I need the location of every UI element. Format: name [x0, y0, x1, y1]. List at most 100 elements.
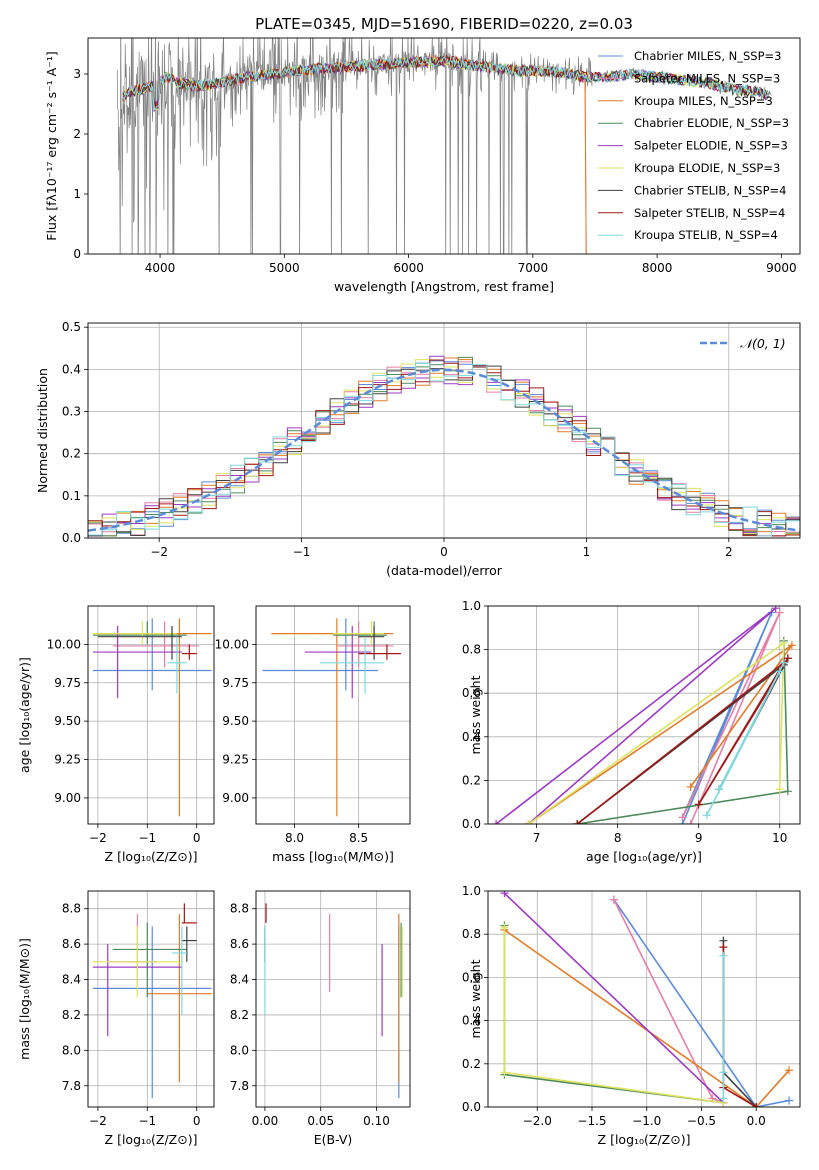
y-tick-label: 3 [73, 67, 81, 81]
histogram-chabrier_stelib [88, 365, 800, 537]
weight-marker-salpeter_elodie [771, 606, 780, 613]
axes-frame [87, 37, 801, 255]
y-tick-label: 0.2 [462, 773, 481, 787]
y-tick-label: 8.8 [62, 902, 81, 916]
x-tick-label: 8000 [642, 261, 673, 275]
x-axis-label: age [log₁₀(age/yr)] [586, 849, 702, 864]
weight-line-salpeter_elodie [503, 892, 724, 1104]
x-tick-label: 8 [614, 831, 622, 845]
y-tick-label: 7.8 [62, 1079, 81, 1093]
age-vs-mass-panel: 8.0 8.5 9.00 9.25 9.50 9.75 10.00 mass [log₁₀(M… [215, 605, 411, 864]
x-tick-label: −1.5 [577, 1114, 606, 1128]
x-tick-label: −1.0 [632, 1114, 661, 1128]
x-tick-label: −2 [89, 831, 107, 845]
x-axis-label: wavelength [Angstrom, rest frame] [334, 279, 554, 294]
axes-frame [87, 605, 215, 825]
x-tick-label: −1 [138, 1114, 156, 1128]
y-axis-label: mass weight [468, 959, 483, 1038]
y-axis-label: mass weight [468, 675, 483, 754]
y-tick-label: 9.50 [222, 714, 249, 728]
x-tick-label: 9000 [766, 261, 797, 275]
y-tick-label: 0 [73, 247, 81, 261]
y-tick-label: 2 [73, 127, 81, 141]
x-tick-label: 4000 [145, 261, 176, 275]
legend-label: Kroupa ELODIE, N_SSP=3 [634, 161, 780, 175]
y-tick-label: 0.3 [62, 405, 81, 419]
y-tick-label: 1.0 [462, 599, 481, 613]
axes-frame [255, 890, 411, 1108]
axes-frame [487, 890, 801, 1108]
x-axis-label: Z [log₁₀(Z/Z⊙)] [105, 1132, 198, 1147]
mass-weight-vs-metallicity-panel: −2.0 −1.5 −1.0 −0.5 0.0 0.0 0.2 0.4 0.6 0.8 1.0 Z [… [462, 884, 801, 1147]
y-tick-label: 9.25 [222, 753, 249, 767]
mass-vs-extinction-panel: 0.00 0.05 0.10 7.8 8.0 8.2 8.4 8.6 8.8 E(B-V) [230, 890, 411, 1147]
weight-marker-kroupa_stelib [702, 811, 711, 820]
x-axis-label: E(B-V) [314, 1132, 353, 1147]
legend-label: Kroupa MILES, N_SSP=3 [634, 94, 773, 108]
weight-line-chabrier_miles [613, 899, 790, 1107]
x-tick-label: 0.00 [252, 1114, 279, 1128]
y-tick-label: 8.4 [62, 973, 81, 987]
axes-frame [87, 890, 215, 1108]
weight-line-kroupa_miles [503, 929, 790, 1107]
mass-vs-metallicity-panel: −2 −1 0 7.8 8.0 8.2 8.4 8.6 8.8 Z [log₁₀(Z/Z⊙)] ma… [17, 890, 215, 1147]
weight-marker-kroupa_elodie [500, 923, 509, 932]
y-tick-label: 0.5 [62, 320, 81, 334]
residual-histogram-panel: −2 −1 0 1 2 0.0 0.1 0.2 0.3 0.4 0.5 (data-model)/er… [35, 320, 801, 578]
weight-marker-kroupa_stelib [719, 1068, 728, 1077]
plot-area [492, 606, 796, 824]
y-tick-label: 0.6 [462, 970, 481, 984]
x-tick-label: −2 [89, 1114, 107, 1128]
y-tick-label: 8.6 [62, 937, 81, 951]
y-axis-label: Flux [fλ10⁻¹⁷ erg cm⁻² s⁻¹ A⁻¹] [44, 51, 59, 240]
spectrum-panel: 4000 5000 6000 7000 8000 9000 0 1 2 3 wavelength [… [44, 37, 801, 294]
x-tick-label: 0 [193, 1114, 201, 1128]
y-tick-label: 8.0 [230, 1043, 249, 1057]
x-axis-label: mass [log₁₀(M/M⊙)] [272, 849, 394, 864]
plot-area [500, 891, 794, 1107]
x-tick-label: −2 [150, 545, 168, 559]
y-tick-label: 1.0 [462, 884, 481, 898]
x-tick-label: 8.0 [285, 831, 304, 845]
weight-marker-kroupa_elodie [775, 785, 784, 794]
x-axis-label: Z [log₁₀(Z/Z⊙)] [598, 1132, 691, 1147]
x-axis-label: Z [log₁₀(Z/Z⊙)] [105, 849, 198, 864]
y-tick-label: 0.0 [62, 531, 81, 545]
weight-marker-salpeter_miles [686, 820, 695, 824]
weight-marker-kroupa_stelib [775, 667, 784, 676]
y-tick-label: 0.8 [462, 643, 481, 657]
axes-frame [487, 605, 801, 825]
y-tick-label: 9.00 [54, 791, 81, 805]
y-tick-label: 0.0 [462, 817, 481, 831]
plot-area [116, 38, 772, 254]
legend-label: Salpeter STELIB, N_SSP=4 [634, 206, 785, 220]
y-tick-label: 10.00 [215, 637, 249, 651]
weight-marker-salpeter_miles [609, 895, 618, 904]
weight-marker-kroupa_stelib [719, 951, 728, 960]
weight-marker-kroupa_elodie [500, 1068, 509, 1077]
axes-frame [255, 605, 411, 825]
x-tick-label: 10 [772, 831, 787, 845]
legend-label: Chabrier MILES, N_SSP=3 [634, 49, 781, 63]
weight-marker-kroupa_elodie [524, 820, 533, 824]
y-tick-label: 9.50 [54, 714, 81, 728]
mass-weight-vs-age-panel: 7 8 9 10 0.0 0.2 0.4 0.6 0.8 1.0 age [log₁₀(age/yr… [462, 599, 801, 864]
x-tick-label: 5000 [269, 261, 300, 275]
x-tick-label: 7000 [518, 261, 549, 275]
weight-marker-salpeter_elodie [492, 820, 501, 824]
plot-area [92, 618, 212, 817]
x-tick-label: 1 [583, 545, 591, 559]
weight-marker-salpeter_elodie [500, 891, 509, 898]
y-tick-label: 0.4 [462, 730, 481, 744]
legend-label: Chabrier ELODIE, N_SSP=3 [634, 116, 789, 130]
x-tick-label: −2.0 [523, 1114, 552, 1128]
weight-marker-chabrier_miles [785, 1096, 794, 1105]
model-spectrum-kroupa_stelib [122, 56, 769, 110]
weight-marker-salpeter_stelib [719, 943, 728, 952]
y-tick-label: 8.2 [230, 1008, 249, 1022]
y-tick-label: 0.2 [462, 1057, 481, 1071]
plot-area [92, 903, 212, 1099]
weight-line-salpeter_stelib [576, 657, 789, 824]
x-tick-label: 0.0 [747, 1114, 766, 1128]
